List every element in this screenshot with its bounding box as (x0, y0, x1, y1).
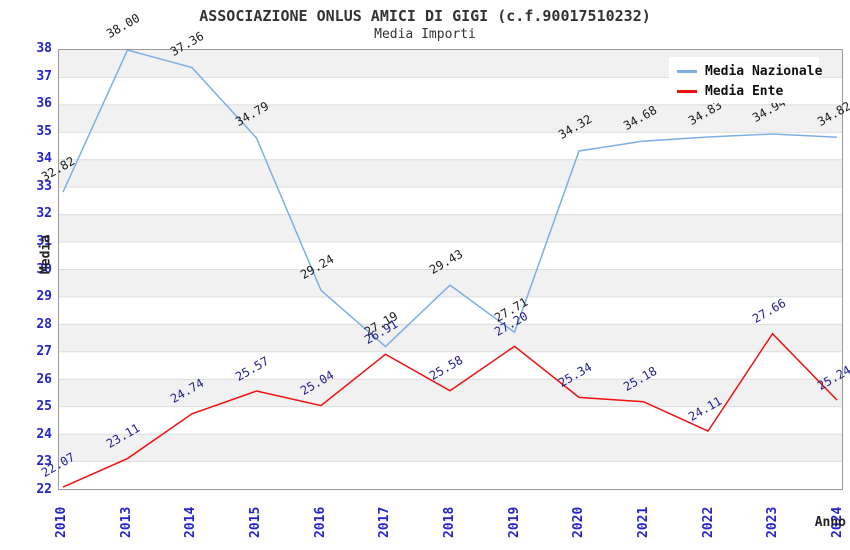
x-tick-label: 2023 (765, 506, 781, 538)
y-tick-label: 25 (36, 399, 52, 415)
y-tick-label: 23 (36, 454, 52, 470)
y-tick-label: 24 (36, 426, 52, 442)
x-tick-label: 2014 (183, 506, 199, 538)
legend-label-media-ente: Media Ente (705, 83, 784, 99)
legend: Media Nazionale Media Ente (669, 57, 823, 103)
x-tick-label: 2020 (571, 506, 587, 538)
x-tick-label: 2021 (636, 506, 651, 538)
y-axis-title: Media (38, 234, 54, 275)
y-tick-label: 29 (36, 289, 52, 305)
x-axis-title: Anno (814, 515, 846, 530)
chart-title: ASSOCIAZIONE ONLUS AMICI DI GIGI (c.f.90… (199, 7, 651, 25)
y-tick-label: 37 (36, 68, 52, 84)
x-tick-label: 2016 (312, 506, 328, 538)
y-tick-label: 26 (36, 371, 52, 387)
y-tick-label: 38 (36, 41, 52, 56)
y-tick-label: 36 (36, 96, 52, 112)
y-tick-label: 34 (36, 151, 52, 167)
legend-swatch-media-nazionale (677, 69, 697, 73)
x-tick-label: 2010 (54, 506, 69, 538)
legend-item-media-nazionale: Media Nazionale (677, 61, 823, 81)
series-line-media-nazionale (62, 50, 838, 348)
legend-label-media-nazionale: Media Nazionale (705, 63, 823, 79)
x-tick-label: 2019 (506, 506, 522, 538)
y-tick-label: 32 (36, 206, 52, 222)
y-tick-label: 27 (36, 344, 52, 360)
y-tick-label: 33 (36, 178, 52, 194)
y-tick-label: 22 (36, 482, 52, 497)
chart-subtitle: Media Importi (374, 27, 476, 42)
x-tick-label: 2022 (700, 506, 716, 538)
plot-canvas (59, 50, 842, 489)
plot-area (58, 49, 843, 490)
x-tick-label: 2013 (118, 506, 134, 538)
x-tick-label: 2015 (248, 506, 263, 538)
legend-swatch-media-ente (677, 89, 697, 93)
series-line-media-ente (62, 332, 838, 488)
x-tick-label: 2018 (442, 506, 457, 538)
x-tick-label: 2017 (377, 506, 393, 538)
y-tick-label: 28 (36, 316, 52, 332)
y-tick-label: 35 (36, 123, 52, 139)
legend-item-media-ente: Media Ente (677, 81, 819, 101)
